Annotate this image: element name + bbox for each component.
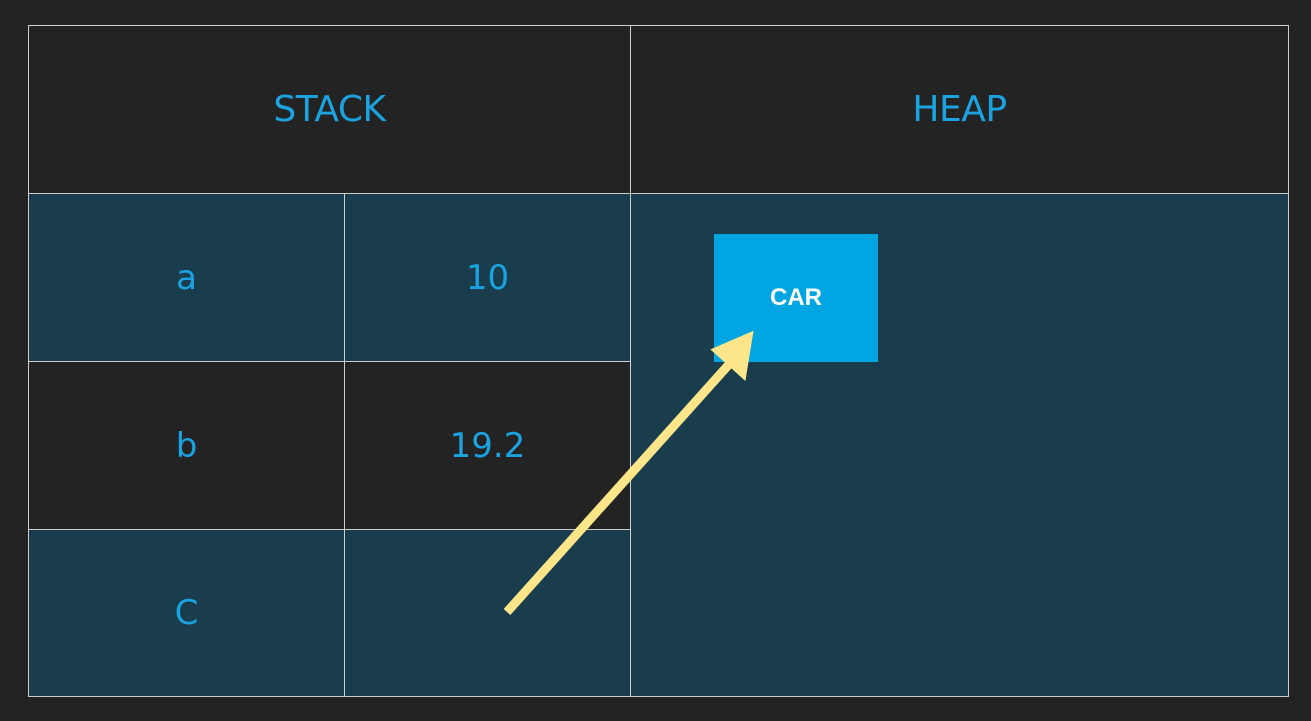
memory-diagram: STACK HEAP a 10 b 19.2 C CAR: [28, 25, 1289, 697]
stack-header: STACK: [28, 25, 631, 194]
stack-row-b-name: b: [28, 361, 345, 530]
stack-row-c-value: [344, 529, 631, 697]
stack-row-a-name: a: [28, 193, 345, 362]
stack-title: STACK: [273, 89, 386, 130]
heap-title: HEAP: [912, 89, 1007, 130]
heap-object-label: CAR: [770, 284, 822, 311]
reference-arrow: [503, 330, 754, 616]
